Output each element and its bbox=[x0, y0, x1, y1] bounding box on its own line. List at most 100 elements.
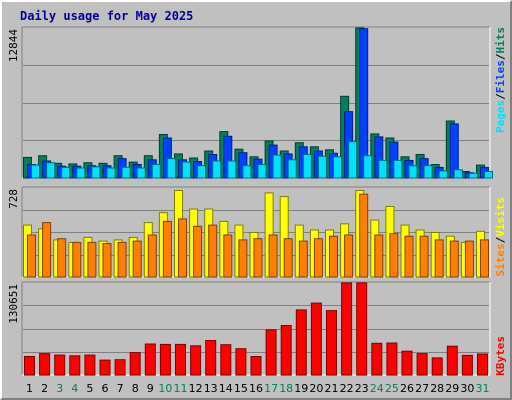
bar-kbytes-21 bbox=[326, 310, 337, 376]
bar-pages-12 bbox=[197, 165, 207, 179]
legend-top: Pages/Files/Hits bbox=[494, 27, 507, 133]
x-label-day-1: 1 bbox=[26, 382, 33, 395]
bar-kbytes-25 bbox=[386, 342, 398, 376]
bar-kbytes-5 bbox=[84, 354, 96, 376]
bar-pages-23 bbox=[363, 155, 373, 179]
bar-pages-19 bbox=[302, 154, 312, 179]
bar-pages-24 bbox=[378, 159, 388, 179]
x-label-day-14: 14 bbox=[219, 382, 233, 395]
plot-area bbox=[22, 27, 490, 178]
bar-kbytes-31 bbox=[477, 353, 488, 376]
bar-sites-28 bbox=[434, 239, 444, 278]
legend-word: / bbox=[494, 93, 507, 100]
x-label-day-7: 7 bbox=[117, 382, 124, 395]
x-label-day-17: 17 bbox=[264, 382, 278, 395]
bar-kbytes-30 bbox=[461, 354, 473, 376]
bar-pages-17 bbox=[272, 154, 282, 179]
bar-pages-1 bbox=[31, 164, 40, 179]
x-label-day-28: 28 bbox=[430, 382, 444, 395]
bar-pages-26 bbox=[408, 165, 418, 179]
panel-kbytes: 130651 bbox=[7, 281, 491, 376]
legend-bottom: KBytes bbox=[494, 336, 507, 376]
bar-kbytes-1 bbox=[24, 356, 35, 376]
bar-sites-25 bbox=[389, 233, 399, 278]
x-label-day-8: 8 bbox=[132, 382, 139, 395]
bar-pages-14 bbox=[227, 160, 237, 179]
x-label-day-31: 31 bbox=[476, 382, 490, 395]
bar-kbytes-19 bbox=[295, 309, 307, 376]
bar-sites-7 bbox=[117, 241, 127, 278]
x-label-day-29: 29 bbox=[445, 382, 459, 395]
panel-hits-files-pages: 12844 bbox=[7, 26, 493, 179]
x-label-day-2: 2 bbox=[41, 382, 48, 395]
bar-pages-18 bbox=[287, 159, 297, 179]
x-label-day-30: 30 bbox=[460, 382, 474, 395]
y-max-label-visits-sites: 728 bbox=[7, 189, 20, 209]
bar-sites-18 bbox=[283, 238, 293, 278]
x-axis-labels: 1 2 3 4 5 6 7 8 9 10 11 12 13 14 15 16 17 18 19 20 21 22 23 24 2… bbox=[26, 382, 490, 395]
bar-pages-30 bbox=[468, 172, 478, 179]
bar-pages-16 bbox=[257, 164, 267, 179]
bar-kbytes-3 bbox=[54, 354, 66, 376]
bar-sites-10 bbox=[162, 220, 172, 278]
bar-pages-15 bbox=[242, 165, 252, 179]
bar-pages-31 bbox=[484, 171, 493, 179]
x-label-day-24: 24 bbox=[370, 382, 384, 395]
y-max-label-kbytes: 130651 bbox=[7, 284, 20, 324]
x-label-day-3: 3 bbox=[56, 382, 63, 395]
legend-word: Files bbox=[494, 60, 507, 93]
bar-kbytes-14 bbox=[220, 344, 232, 376]
bar-kbytes-24 bbox=[371, 342, 383, 376]
x-label-day-21: 21 bbox=[325, 382, 339, 395]
bar-kbytes-12 bbox=[190, 345, 202, 376]
y-max-label-hits-files-pages: 12844 bbox=[7, 29, 20, 62]
bar-pages-3 bbox=[61, 166, 71, 179]
legend-word: / bbox=[494, 53, 507, 60]
bar-pages-6 bbox=[106, 167, 116, 179]
bar-kbytes-22 bbox=[341, 282, 353, 376]
bar-pages-22 bbox=[348, 141, 358, 179]
bar-kbytes-13 bbox=[205, 340, 217, 376]
bar-sites-27 bbox=[419, 235, 429, 278]
bar-pages-13 bbox=[212, 160, 222, 179]
x-label-day-26: 26 bbox=[400, 382, 414, 395]
bar-kbytes-10 bbox=[159, 343, 171, 376]
bar-sites-23 bbox=[359, 193, 369, 278]
bar-sites-22 bbox=[344, 234, 354, 278]
bar-sites-11 bbox=[178, 218, 187, 278]
bar-kbytes-8 bbox=[129, 352, 141, 376]
bar-sites-30 bbox=[464, 240, 474, 278]
x-label-day-27: 27 bbox=[415, 382, 429, 395]
x-label-day-10: 10 bbox=[158, 382, 172, 395]
bar-pages-25 bbox=[393, 159, 403, 179]
x-label-day-22: 22 bbox=[340, 382, 354, 395]
bar-sites-4 bbox=[72, 241, 82, 278]
bar-sites-26 bbox=[404, 235, 414, 278]
bar-kbytes-23 bbox=[356, 282, 368, 376]
chart-title: Daily usage for May 2025 bbox=[20, 9, 193, 23]
x-label-day-12: 12 bbox=[189, 382, 203, 395]
x-label-day-9: 9 bbox=[147, 382, 154, 395]
bar-sites-13 bbox=[208, 224, 218, 278]
bar-kbytes-17 bbox=[265, 329, 277, 376]
bar-pages-8 bbox=[136, 167, 146, 179]
x-label-day-6: 6 bbox=[102, 382, 109, 395]
bar-pages-28 bbox=[438, 170, 448, 179]
bar-pages-29 bbox=[453, 169, 463, 179]
legend-word: Sites bbox=[494, 243, 507, 276]
bar-kbytes-26 bbox=[401, 350, 413, 376]
bar-sites-1 bbox=[27, 234, 36, 278]
bar-kbytes-18 bbox=[280, 325, 292, 376]
legend-word: / bbox=[494, 236, 507, 243]
bar-pages-2 bbox=[46, 162, 56, 179]
legend-word: KBytes bbox=[494, 336, 507, 376]
bar-sites-9 bbox=[147, 234, 157, 278]
x-label-day-16: 16 bbox=[249, 382, 263, 395]
bar-pages-21 bbox=[333, 156, 342, 179]
bar-sites-5 bbox=[87, 241, 97, 278]
bar-kbytes-7 bbox=[114, 359, 126, 376]
x-label-day-20: 20 bbox=[309, 382, 323, 395]
bar-kbytes-16 bbox=[250, 356, 262, 376]
bar-sites-15 bbox=[238, 239, 248, 278]
